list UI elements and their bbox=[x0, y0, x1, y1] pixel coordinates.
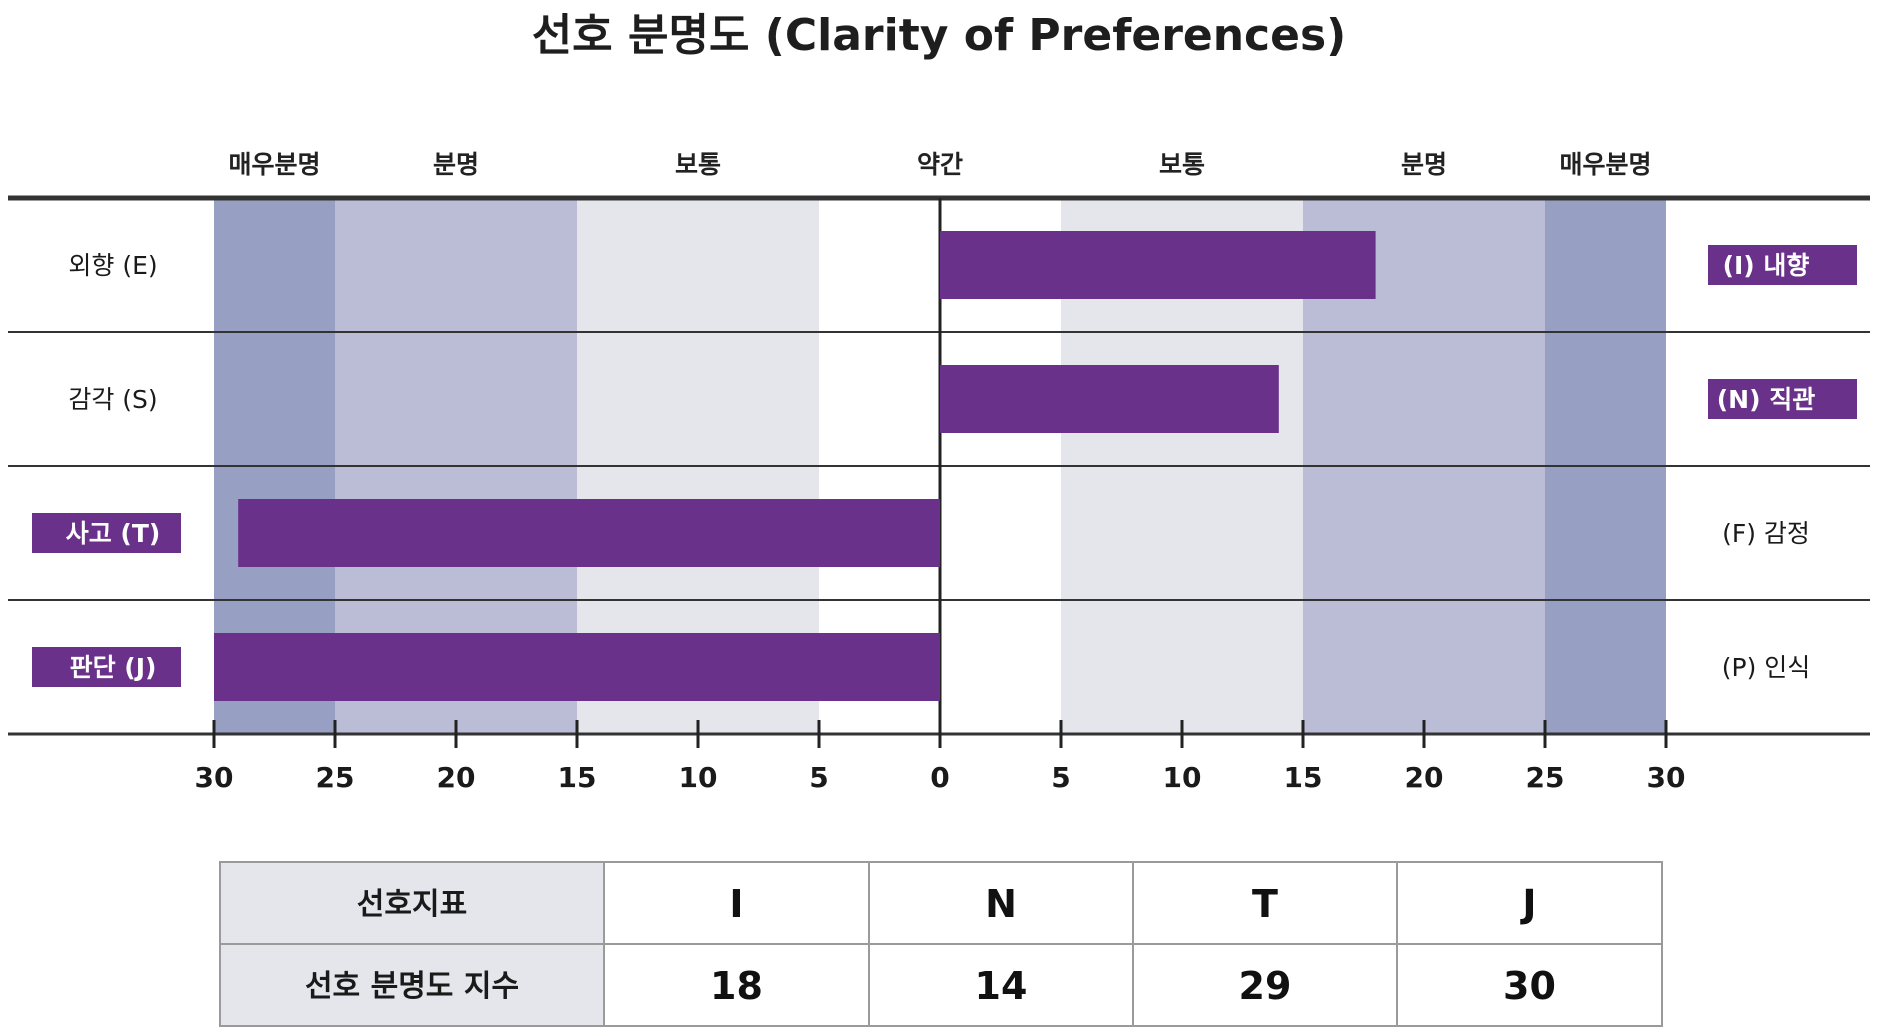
right-label-highlight bbox=[1708, 379, 1857, 419]
table-column-value: 29 bbox=[1239, 964, 1292, 1008]
zone-label: 매우분명 bbox=[228, 150, 320, 179]
zone-labels: 매우분명 분명 보통 약간 보통 분명 매우분명 bbox=[228, 150, 1651, 179]
row-right-label: (P) 인식 bbox=[1722, 653, 1811, 682]
zone-label: 보통 bbox=[1159, 150, 1205, 179]
tick-label: 25 bbox=[316, 761, 355, 794]
zone-label: 매우분명 bbox=[1559, 150, 1651, 179]
zone-label: 보통 bbox=[675, 150, 721, 179]
tick-label: 15 bbox=[1284, 761, 1323, 794]
zone-label: 분명 bbox=[433, 150, 479, 179]
x-axis-ticks: 30 25 20 15 10 5 0 5 10 15 20 25 30 bbox=[195, 720, 1686, 794]
table-column-letter: I bbox=[729, 882, 743, 926]
right-label-highlight bbox=[1708, 245, 1857, 285]
table-column-letter: T bbox=[1252, 882, 1278, 926]
tick-label: 10 bbox=[679, 761, 718, 794]
zone-label: 분명 bbox=[1401, 150, 1447, 179]
row-left-label: 감각 (S) bbox=[68, 385, 157, 414]
table-column-value: 30 bbox=[1503, 964, 1556, 1008]
table-column-value: 18 bbox=[710, 964, 763, 1008]
tick-label: 5 bbox=[809, 761, 828, 794]
bar-t bbox=[238, 499, 940, 567]
table-column-value: 14 bbox=[975, 964, 1028, 1008]
table-header-label: 선호지표 bbox=[357, 887, 467, 922]
tick-label: 15 bbox=[558, 761, 597, 794]
tick-label: 5 bbox=[1051, 761, 1070, 794]
zone-label: 약간 bbox=[917, 150, 963, 179]
left-label-highlight bbox=[32, 647, 181, 687]
bar-s bbox=[940, 365, 1279, 433]
tick-label: 30 bbox=[1647, 761, 1686, 794]
table-column-letter: N bbox=[985, 882, 1017, 926]
row-left-label: 외향 (E) bbox=[68, 251, 157, 280]
row-right-label: (N) 직관 bbox=[1717, 385, 1815, 414]
left-label-highlight bbox=[32, 513, 181, 553]
table-column-letter: J bbox=[1519, 882, 1536, 926]
tick-label: 20 bbox=[437, 761, 476, 794]
chart-title: 선호 분명도 (Clarity of Preferences) bbox=[532, 10, 1347, 61]
tick-label: 20 bbox=[1405, 761, 1444, 794]
bar-j bbox=[214, 633, 940, 701]
bars bbox=[214, 231, 1376, 701]
tick-label: 0 bbox=[930, 761, 949, 794]
tick-label: 10 bbox=[1163, 761, 1202, 794]
tick-label: 30 bbox=[195, 761, 234, 794]
row-right-label: (I) 내향 bbox=[1723, 251, 1810, 280]
row-right-label: (F) 감정 bbox=[1722, 519, 1810, 548]
row-left-label: 판단 (J) bbox=[70, 653, 157, 682]
tick-label: 25 bbox=[1526, 761, 1565, 794]
bar-e bbox=[940, 231, 1376, 299]
row-left-label: 사고 (T) bbox=[66, 519, 161, 548]
table-value-label: 선호 분명도 지수 bbox=[305, 969, 519, 1004]
